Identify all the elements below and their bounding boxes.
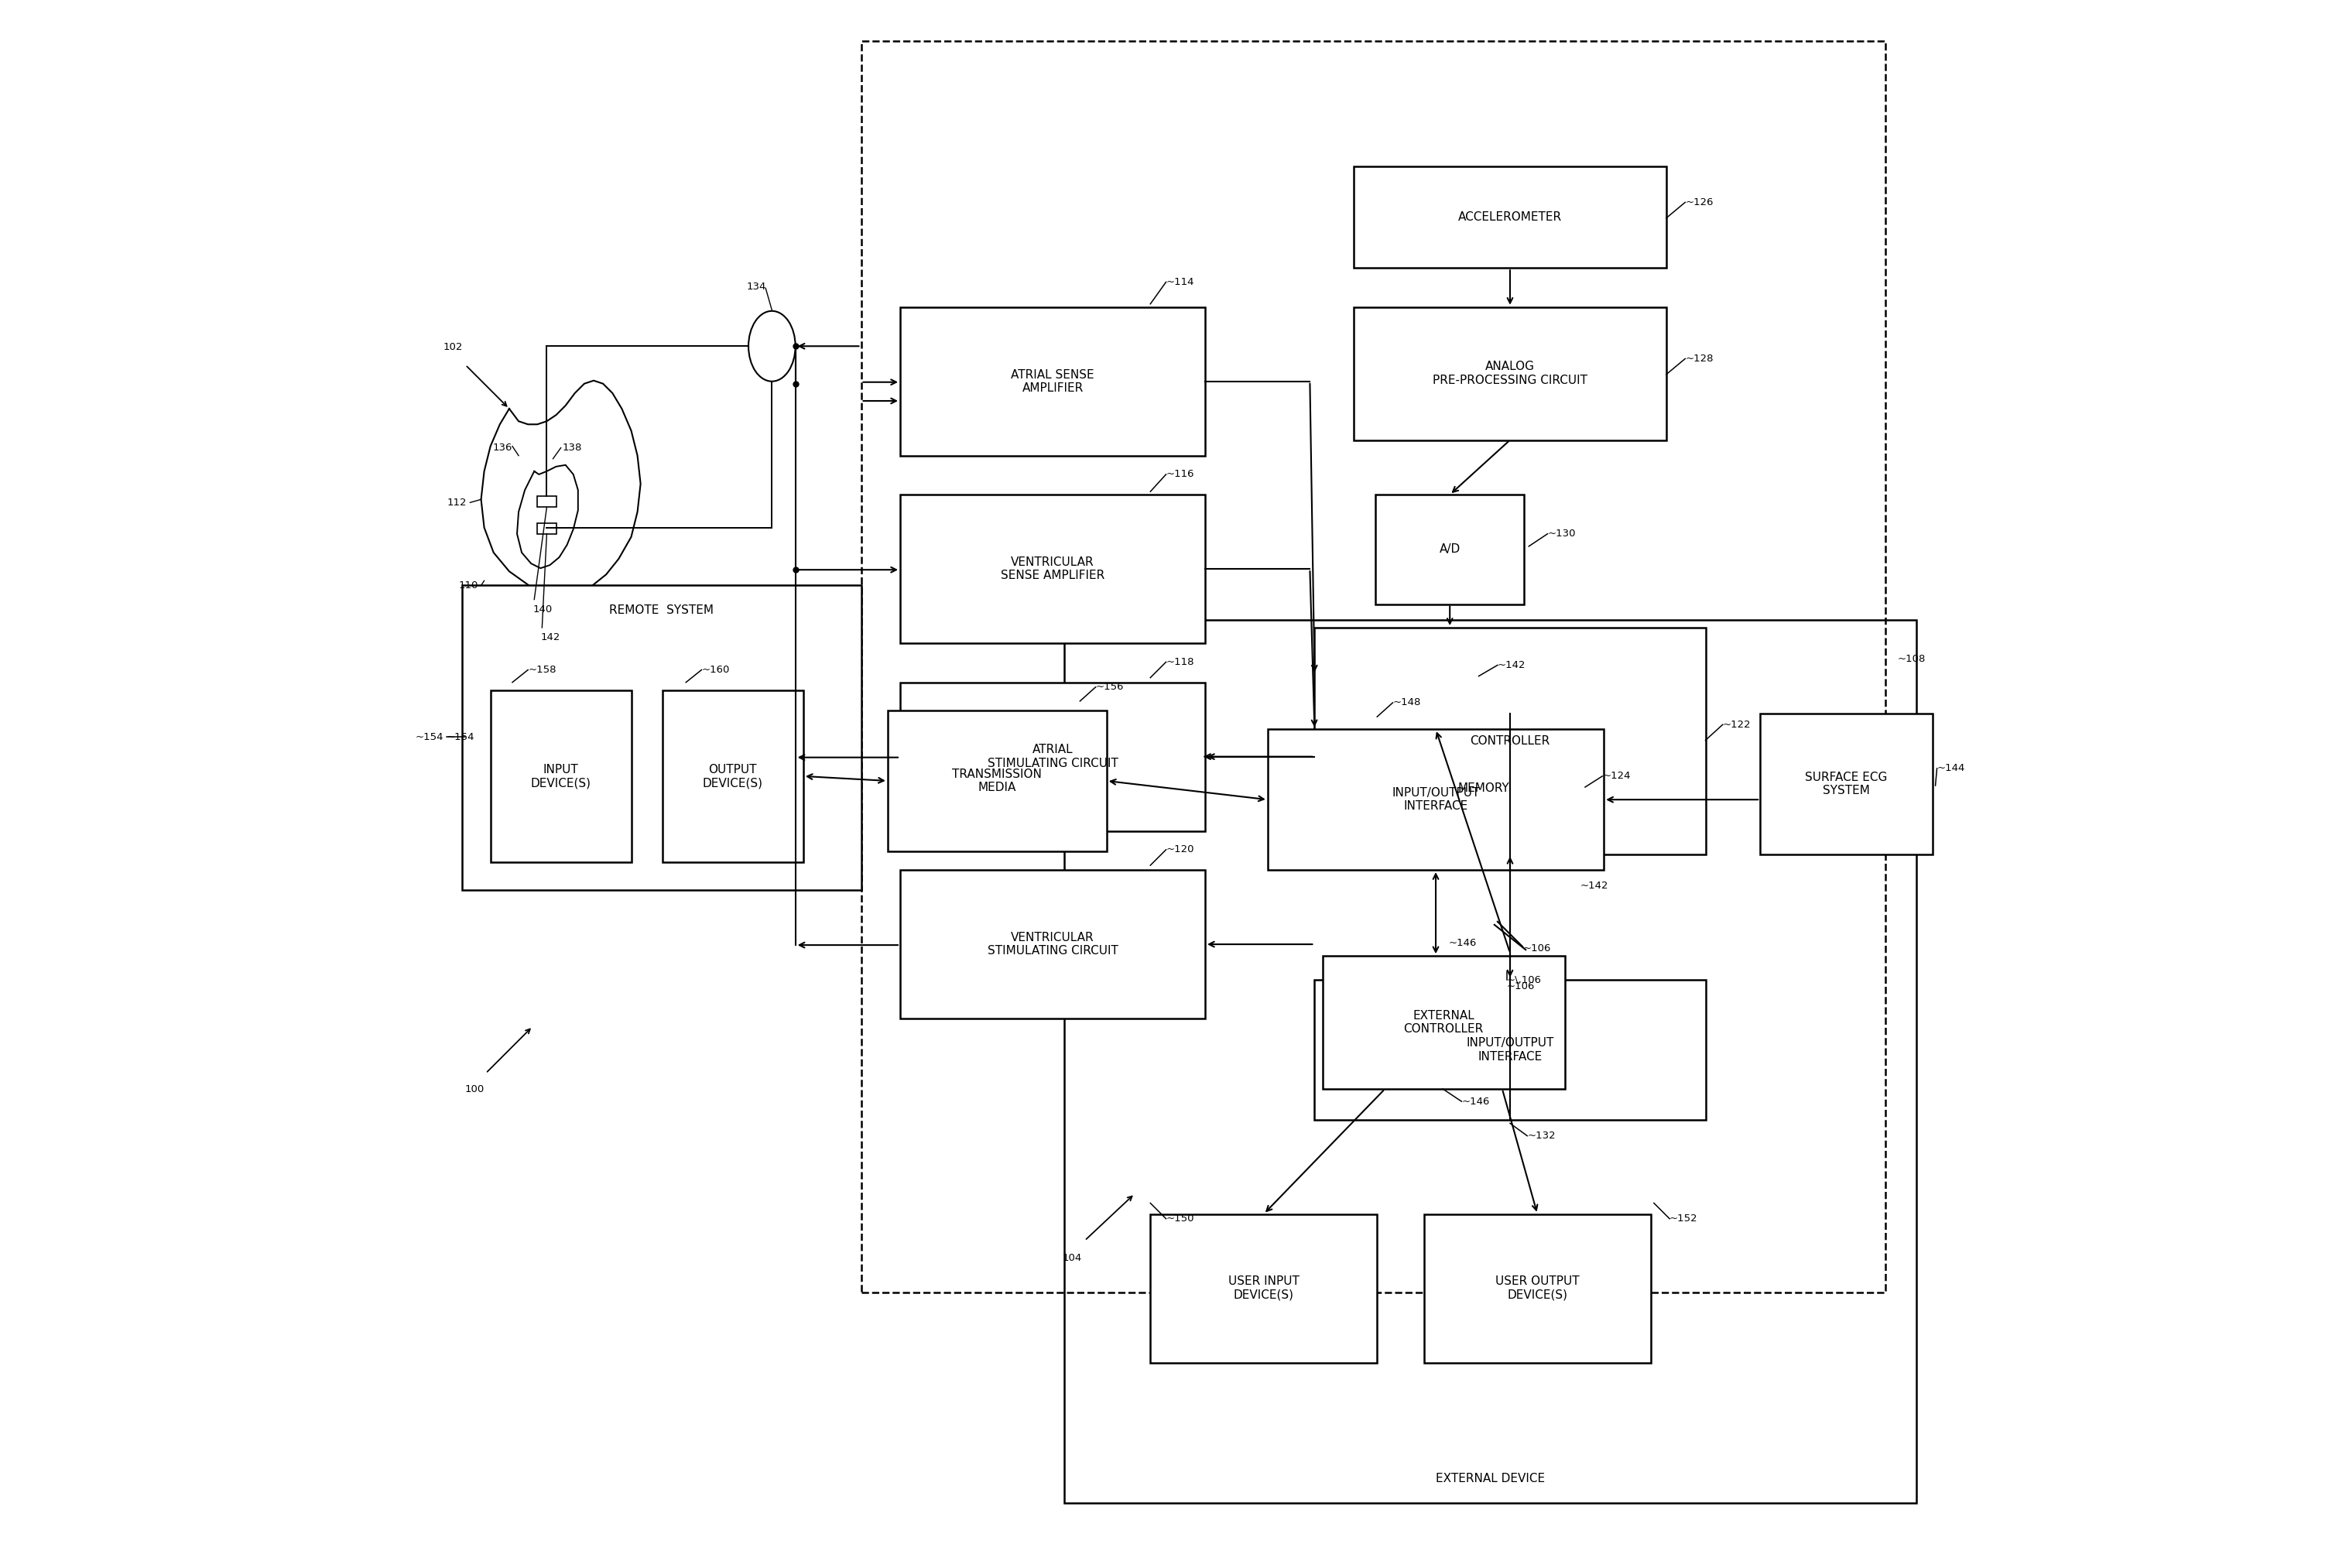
Text: INPUT/OUTPUT
INTERFACE: INPUT/OUTPUT INTERFACE <box>1392 787 1478 812</box>
FancyBboxPatch shape <box>1322 956 1565 1088</box>
Text: ~160: ~160 <box>702 665 730 674</box>
Text: 134: 134 <box>746 281 767 292</box>
Text: ~120: ~120 <box>1166 845 1194 855</box>
Text: ~124: ~124 <box>1602 771 1630 781</box>
Text: MEMORY: MEMORY <box>1458 782 1509 793</box>
Bar <box>536 522 555 533</box>
FancyBboxPatch shape <box>1315 627 1705 855</box>
Text: 102: 102 <box>443 342 462 353</box>
FancyBboxPatch shape <box>1425 1214 1651 1363</box>
FancyBboxPatch shape <box>1315 980 1705 1120</box>
Text: ~154: ~154 <box>448 732 476 742</box>
Text: ~132: ~132 <box>1527 1131 1555 1142</box>
Text: ~106: ~106 <box>1506 982 1534 991</box>
FancyBboxPatch shape <box>462 585 861 891</box>
FancyBboxPatch shape <box>662 690 802 862</box>
Text: ~148: ~148 <box>1392 698 1420 707</box>
Text: REMOTE  SYSTEM: REMOTE SYSTEM <box>609 604 714 616</box>
Text: ATRIAL
STIMULATING CIRCUIT: ATRIAL STIMULATING CIRCUIT <box>986 745 1117 770</box>
Text: ~146: ~146 <box>1448 938 1476 949</box>
Text: 100: 100 <box>464 1083 485 1094</box>
Text: ~114: ~114 <box>1166 278 1194 287</box>
Text: ~146: ~146 <box>1462 1096 1490 1107</box>
FancyBboxPatch shape <box>490 690 632 862</box>
Text: INPUT
DEVICE(S): INPUT DEVICE(S) <box>532 764 590 789</box>
Text: 104: 104 <box>1063 1253 1082 1264</box>
Text: ATRIAL SENSE
AMPLIFIER: ATRIAL SENSE AMPLIFIER <box>1012 368 1094 394</box>
Bar <box>536 497 555 506</box>
Text: 112: 112 <box>448 497 466 508</box>
FancyBboxPatch shape <box>1376 495 1525 604</box>
FancyBboxPatch shape <box>1150 1214 1378 1363</box>
Text: ~108: ~108 <box>1898 654 1926 663</box>
FancyBboxPatch shape <box>1269 729 1604 870</box>
FancyBboxPatch shape <box>900 307 1206 456</box>
Text: ~158: ~158 <box>527 665 557 674</box>
Text: ~154: ~154 <box>415 732 443 742</box>
Text: ~142: ~142 <box>1581 881 1609 891</box>
Text: VENTRICULAR
STIMULATING CIRCUIT: VENTRICULAR STIMULATING CIRCUIT <box>986 931 1117 956</box>
Text: ~126: ~126 <box>1686 198 1714 207</box>
Text: ~118: ~118 <box>1166 657 1194 666</box>
Text: ~142: ~142 <box>1497 660 1525 670</box>
Ellipse shape <box>749 310 795 381</box>
Text: ~122: ~122 <box>1723 720 1751 729</box>
Text: EXTERNAL DEVICE: EXTERNAL DEVICE <box>1437 1472 1546 1485</box>
Text: ~156: ~156 <box>1096 682 1124 691</box>
FancyBboxPatch shape <box>1383 737 1586 839</box>
Text: ~\,106: ~\,106 <box>1506 974 1541 985</box>
Text: ~150: ~150 <box>1166 1214 1194 1223</box>
Text: EXTERNAL
CONTROLLER: EXTERNAL CONTROLLER <box>1404 1010 1483 1035</box>
Text: ~130: ~130 <box>1548 528 1576 539</box>
Text: A/D: A/D <box>1439 544 1460 555</box>
Text: ~116: ~116 <box>1166 469 1194 480</box>
Text: ~152: ~152 <box>1670 1214 1698 1223</box>
FancyBboxPatch shape <box>900 682 1206 831</box>
Text: 110: 110 <box>459 580 478 591</box>
Text: ~128: ~128 <box>1686 354 1714 364</box>
Text: 140: 140 <box>532 604 553 615</box>
Text: ACCELEROMETER: ACCELEROMETER <box>1458 212 1562 223</box>
Text: ~106: ~106 <box>1523 944 1551 953</box>
Text: ~144: ~144 <box>1938 764 1966 773</box>
Text: 142: 142 <box>541 632 560 643</box>
FancyBboxPatch shape <box>1761 713 1933 855</box>
FancyBboxPatch shape <box>1353 166 1667 268</box>
Text: CONTROLLER: CONTROLLER <box>1469 735 1551 746</box>
Text: 136: 136 <box>492 442 513 453</box>
FancyBboxPatch shape <box>1353 307 1667 441</box>
Text: USER OUTPUT
DEVICE(S): USER OUTPUT DEVICE(S) <box>1495 1276 1579 1301</box>
Text: VENTRICULAR
SENSE AMPLIFIER: VENTRICULAR SENSE AMPLIFIER <box>1000 557 1105 582</box>
Text: 138: 138 <box>562 442 583 453</box>
Text: TRANSMISSION
MEDIA: TRANSMISSION MEDIA <box>951 768 1042 793</box>
Text: INPUT/OUTPUT
INTERFACE: INPUT/OUTPUT INTERFACE <box>1467 1038 1553 1063</box>
Text: USER INPUT
DEVICE(S): USER INPUT DEVICE(S) <box>1229 1276 1299 1301</box>
FancyBboxPatch shape <box>888 710 1108 851</box>
FancyBboxPatch shape <box>900 495 1206 643</box>
Text: SURFACE ECG
SYSTEM: SURFACE ECG SYSTEM <box>1805 771 1887 797</box>
Text: ANALOG
PRE-PROCESSING CIRCUIT: ANALOG PRE-PROCESSING CIRCUIT <box>1432 361 1588 386</box>
Text: OUTPUT
DEVICE(S): OUTPUT DEVICE(S) <box>702 764 763 789</box>
FancyBboxPatch shape <box>900 870 1206 1019</box>
